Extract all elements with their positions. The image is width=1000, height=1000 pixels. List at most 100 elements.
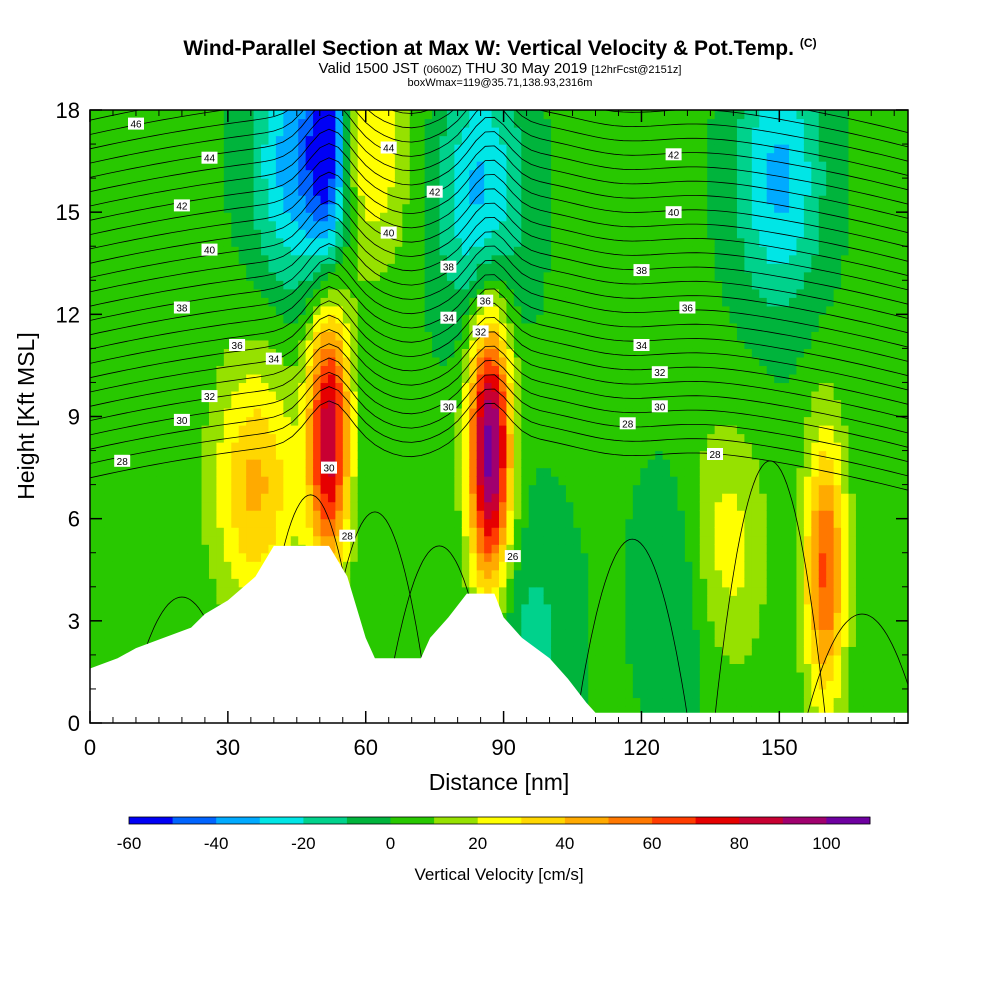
field-cell <box>290 442 299 452</box>
field-cell <box>521 501 530 511</box>
field-cell <box>127 280 136 290</box>
field-cell <box>164 501 173 511</box>
field-cell <box>394 348 403 358</box>
field-cell <box>394 178 403 188</box>
field-cell <box>90 544 99 554</box>
field-cell <box>112 586 121 596</box>
field-cell <box>104 654 113 664</box>
field-cell <box>171 110 180 120</box>
field-cell <box>461 561 470 571</box>
field-cell <box>417 382 426 392</box>
field-cell <box>536 407 545 418</box>
field-cell <box>253 459 262 469</box>
field-cell <box>543 459 552 469</box>
field-cell <box>499 246 508 256</box>
field-cell <box>149 586 158 596</box>
field-cell <box>536 586 545 596</box>
field-cell <box>186 339 195 349</box>
field-cell <box>253 484 262 494</box>
field-cell <box>499 425 508 435</box>
field-cell <box>513 356 522 367</box>
field-cell <box>127 161 136 171</box>
field-cell <box>179 127 188 137</box>
field-cell <box>127 246 136 256</box>
field-cell <box>290 510 299 520</box>
field-cell <box>216 280 225 290</box>
field-cell <box>558 433 567 443</box>
field-cell <box>409 544 418 554</box>
field-cell <box>424 373 433 384</box>
field-cell <box>134 229 143 239</box>
field-cell <box>208 518 218 528</box>
field-cell <box>201 161 210 171</box>
field-cell <box>484 476 493 486</box>
field-cell <box>238 407 247 418</box>
field-cell <box>179 263 188 273</box>
field-cell <box>290 135 299 145</box>
field-cell <box>506 595 515 605</box>
field-cell <box>104 569 113 579</box>
field-cell <box>372 561 381 571</box>
field-cell <box>380 322 389 332</box>
field-cell <box>142 620 151 630</box>
field-cell <box>484 518 493 528</box>
field-cell <box>290 288 299 298</box>
field-cell <box>231 110 240 120</box>
field-cell <box>372 527 381 537</box>
field-cell <box>164 552 173 562</box>
field-cell <box>261 467 270 477</box>
field-cell <box>543 484 552 494</box>
field-cell <box>275 195 284 205</box>
field-cell <box>499 595 508 605</box>
field-cell <box>417 561 426 571</box>
field-cell <box>246 390 255 401</box>
field-cell <box>387 586 396 596</box>
field-cell <box>179 578 188 588</box>
field-cell <box>424 118 433 128</box>
field-cell <box>194 518 203 528</box>
field-cell <box>313 263 322 273</box>
field-cell <box>439 476 448 486</box>
field-cell <box>521 629 530 639</box>
field-cell <box>528 280 537 290</box>
field-cell <box>513 484 522 494</box>
box-info: boxWmax=119@35.71,138.93,2316m <box>407 77 593 89</box>
field-cell <box>432 305 441 315</box>
field-cell <box>164 510 173 520</box>
field-cell <box>216 118 225 128</box>
field-cell <box>536 161 545 171</box>
field-cell <box>469 305 478 315</box>
field-cell <box>275 390 284 401</box>
field-cell <box>97 339 106 349</box>
field-cell <box>127 586 136 596</box>
field-cell <box>499 135 508 145</box>
field-cell <box>387 339 396 349</box>
field-cell <box>394 135 403 145</box>
field-cell <box>521 365 530 375</box>
field-cell <box>104 246 113 256</box>
field-cell <box>551 527 560 537</box>
field-cell <box>565 127 574 137</box>
field-cell <box>424 544 433 554</box>
field-cell <box>335 407 344 418</box>
field-cell <box>142 263 151 273</box>
field-cell <box>179 322 188 332</box>
field-cell <box>528 144 537 154</box>
field-cell <box>149 195 158 205</box>
field-cell <box>446 433 455 443</box>
field-cell <box>551 195 560 205</box>
field-cell <box>588 373 597 384</box>
field-cell <box>446 382 455 392</box>
field-cell <box>320 501 329 511</box>
field-cell <box>506 578 515 588</box>
field-cell <box>216 288 225 298</box>
field-cell <box>365 603 374 613</box>
field-cell <box>528 390 537 401</box>
field-cell <box>558 314 567 324</box>
field-cell <box>261 390 270 401</box>
field-cell <box>335 127 344 137</box>
field-cell <box>491 442 500 452</box>
field-cell <box>394 569 403 579</box>
field-cell <box>543 425 552 435</box>
field-cell <box>484 203 493 213</box>
